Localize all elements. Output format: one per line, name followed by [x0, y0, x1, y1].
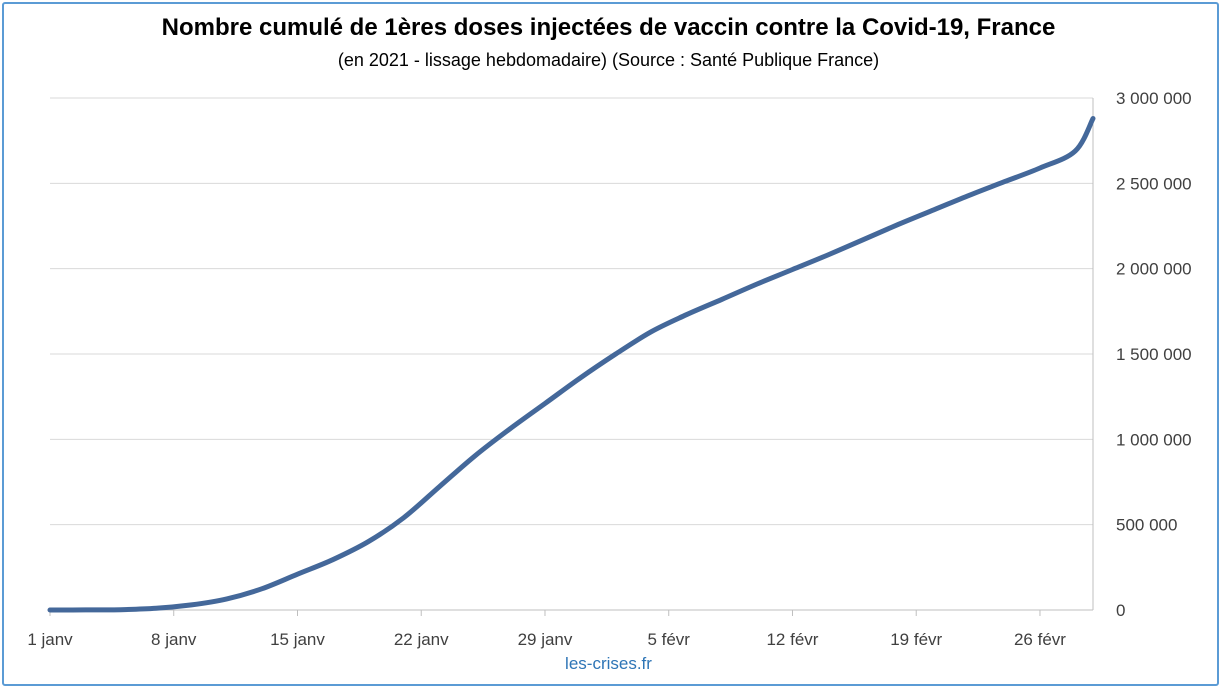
y-tick-label: 3 000 000	[1116, 89, 1192, 108]
x-tick-label: 26 févr	[1014, 630, 1066, 649]
chart-title: Nombre cumulé de 1ères doses injectées d…	[161, 14, 1056, 41]
x-tick-label: 22 janv	[394, 630, 449, 649]
x-tick-label: 1 janv	[27, 630, 73, 649]
series-line	[47, 116, 1096, 613]
x-tick-label: 12 févr	[766, 630, 818, 649]
x-tick-label: 5 févr	[647, 630, 690, 649]
x-tick-label: 15 janv	[270, 630, 325, 649]
y-tick-label: 2 500 000	[1116, 174, 1192, 193]
axes	[49, 98, 1094, 616]
y-tick-label: 500 000	[1116, 516, 1177, 535]
x-tick-label: 29 janv	[518, 630, 573, 649]
y-tick-label: 1 500 000	[1116, 345, 1192, 364]
y-tick-label: 1 000 000	[1116, 430, 1192, 449]
series-group	[47, 116, 1096, 613]
watermark: les-crises.fr	[565, 654, 652, 673]
x-tick-label: 19 févr	[890, 630, 942, 649]
chart-subtitle: (en 2021 - lissage hebdomadaire) (Source…	[337, 50, 880, 70]
x-tick-label: 8 janv	[151, 630, 197, 649]
y-tick-label: 0	[1116, 601, 1125, 620]
y-tick-label: 2 000 000	[1116, 260, 1192, 279]
gridlines	[50, 97, 1093, 526]
tick-labels: 0 500 000 1 000 000 1 500 000 2 000 000 2 500…	[27, 89, 1191, 649]
